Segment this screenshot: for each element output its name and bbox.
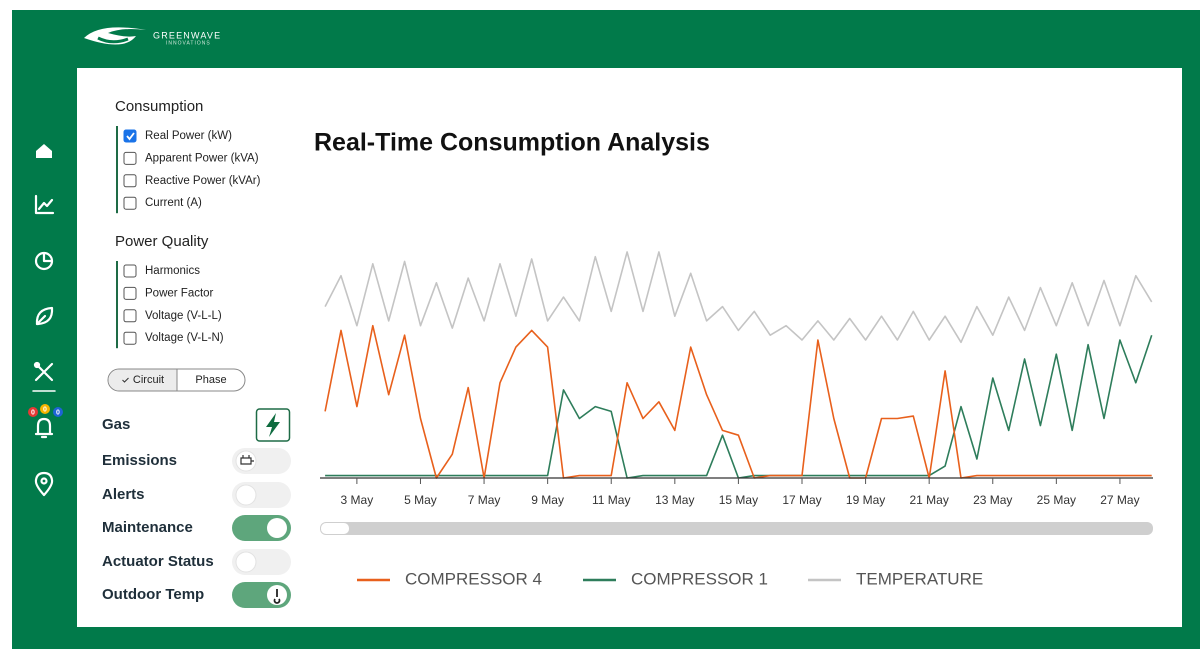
toggle-knob (235, 450, 257, 472)
x-tick-label: 23 May (973, 493, 1012, 507)
logo: GREENWAVE INNOVATIONS (84, 27, 221, 46)
section-title: Power Quality (115, 233, 209, 250)
checkbox[interactable] (123, 309, 137, 323)
chart-title: Real-Time Consumption Analysis (314, 129, 710, 157)
badge-count: 0 (43, 406, 47, 413)
bolt-icon (266, 413, 280, 437)
legend: COMPRESSOR 4 COMPRESSOR 1 TEMPERATURE (357, 569, 983, 588)
plug-icon (240, 455, 254, 465)
checkbox[interactable] (123, 286, 137, 300)
checkmark (126, 132, 135, 141)
segment-label[interactable]: Phase (195, 374, 226, 386)
toggle-label: Actuator Status (102, 553, 214, 570)
x-tick-label: 11 May (592, 493, 630, 507)
checkbox-label[interactable]: Power Factor (145, 287, 214, 299)
badge-count: 0 (31, 409, 35, 416)
checkbox[interactable] (123, 129, 137, 143)
checkbox[interactable] (123, 151, 137, 165)
toggle-label: Outdoor Temp (102, 586, 204, 603)
segment-label[interactable]: Circuit (133, 374, 164, 386)
thermometer-icon (273, 589, 281, 604)
toggle-list: Gas Emissions Alerts Maintenance Actuator St… (102, 408, 291, 608)
x-tick-label: 5 May (404, 493, 437, 507)
toggle-knob (267, 518, 287, 538)
bell-icon[interactable] (34, 417, 54, 439)
checkbox-label[interactable]: Voltage (V-L-L) (145, 310, 222, 322)
checkbox-label[interactable]: Apparent Power (kVA) (145, 152, 259, 164)
badge (53, 407, 63, 417)
brand-tagline: INNOVATIONS (166, 40, 211, 46)
alert-badges: 0 0 0 (28, 404, 63, 417)
series-line (324, 324, 1152, 479)
toggle-label: Emissions (102, 452, 177, 469)
toggle-label: Maintenance (102, 519, 193, 536)
toggle-knob (235, 551, 257, 573)
segment-selected (108, 369, 177, 391)
x-tick-label: 17 May (782, 493, 821, 507)
tools-icon[interactable] (32, 361, 56, 392)
location-icon[interactable] (34, 471, 54, 497)
x-tick-label: 25 May (1037, 493, 1076, 507)
badge-count: 0 (56, 409, 60, 416)
x-tick-label: 9 May (531, 493, 564, 507)
legend-label[interactable]: COMPRESSOR 1 (631, 569, 768, 588)
chart: 3 May 5 May 7 May 9 May 11 May 13 May 15 May 17… (320, 251, 1153, 507)
checkbox-label[interactable]: Harmonics (145, 265, 200, 277)
filters-panel: Consumption Real Power (kW) Apparent Power… (107, 98, 261, 392)
x-tick-label: 7 May (468, 493, 501, 507)
toggle-label: Gas (102, 416, 130, 433)
brand-name: GREENWAVE (153, 30, 221, 40)
badge (40, 404, 50, 414)
x-tick-label: 27 May (1100, 493, 1139, 507)
x-tick-label: 21 May (909, 493, 948, 507)
checkbox[interactable] (123, 174, 137, 188)
checkbox-label[interactable]: Voltage (V-L-N) (145, 332, 224, 344)
checkbox-label[interactable]: Real Power (kW) (145, 130, 232, 142)
segment-check (122, 377, 129, 383)
checkbox-label[interactable]: Current (A) (145, 197, 202, 209)
x-tick-label: 19 May (846, 493, 885, 507)
section-title: Consumption (115, 98, 203, 115)
toggle-label: Alerts (102, 486, 145, 503)
home-icon[interactable] (36, 144, 52, 158)
pie-icon[interactable] (34, 251, 54, 271)
badge (28, 407, 38, 417)
trend-icon[interactable] (34, 194, 55, 215)
scrollbar-track[interactable] (320, 522, 1153, 535)
toggle-knob (235, 484, 257, 506)
series-line (324, 251, 1153, 344)
checkbox[interactable] (123, 331, 137, 345)
checkbox[interactable] (123, 196, 137, 210)
leaf-icon[interactable] (35, 306, 54, 326)
checkbox[interactable] (123, 264, 137, 278)
x-tick-label: 3 May (341, 493, 374, 507)
legend-label[interactable]: COMPRESSOR 4 (405, 569, 542, 588)
x-tick-label: 15 May (719, 493, 758, 507)
scrollbar-thumb[interactable] (321, 523, 349, 534)
checkbox-label[interactable]: Reactive Power (kVAr) (145, 175, 261, 187)
legend-label[interactable]: TEMPERATURE (856, 569, 983, 588)
x-tick-label: 13 May (655, 493, 694, 507)
